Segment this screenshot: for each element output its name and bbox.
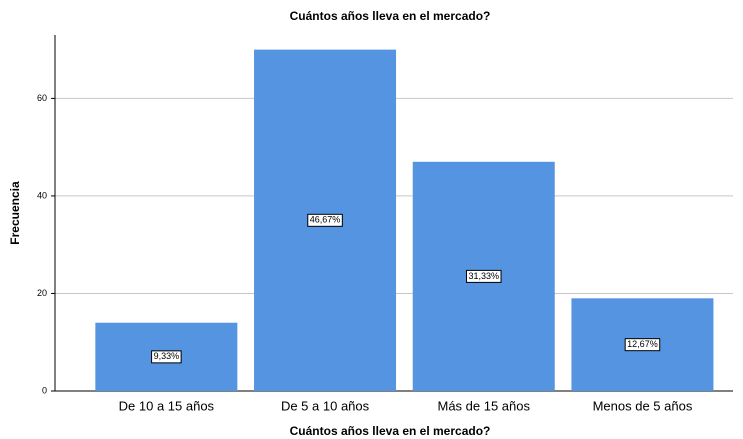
chart-title: Cuántos años lleva en el mercado? [290,9,491,23]
percent-label: 12,67% [627,339,658,349]
percent-label-box [307,213,343,227]
y-tick-label: 40 [37,190,47,200]
x-tick-label: Más de 15 años [437,398,530,413]
x-tick-label: De 5 a 10 años [281,398,370,413]
y-tick-label: 20 [37,288,47,298]
x-tick-label: Menos de 5 años [593,398,693,413]
percent-label: 9,33% [154,351,180,361]
x-axis-label: Cuántos años lleva en el mercado? [290,424,491,438]
percent-label-box [624,338,661,352]
percent-label: 46,67% [310,215,341,225]
percent-label-box [465,269,502,283]
x-tick-label: De 10 a 15 años [119,398,215,413]
percent-label: 31,33% [468,271,499,281]
y-tick-label: 60 [37,93,47,103]
y-tick-label: 0 [42,385,47,395]
y-axis-label: Frecuencia [8,181,22,245]
percent-label-box [151,350,182,364]
